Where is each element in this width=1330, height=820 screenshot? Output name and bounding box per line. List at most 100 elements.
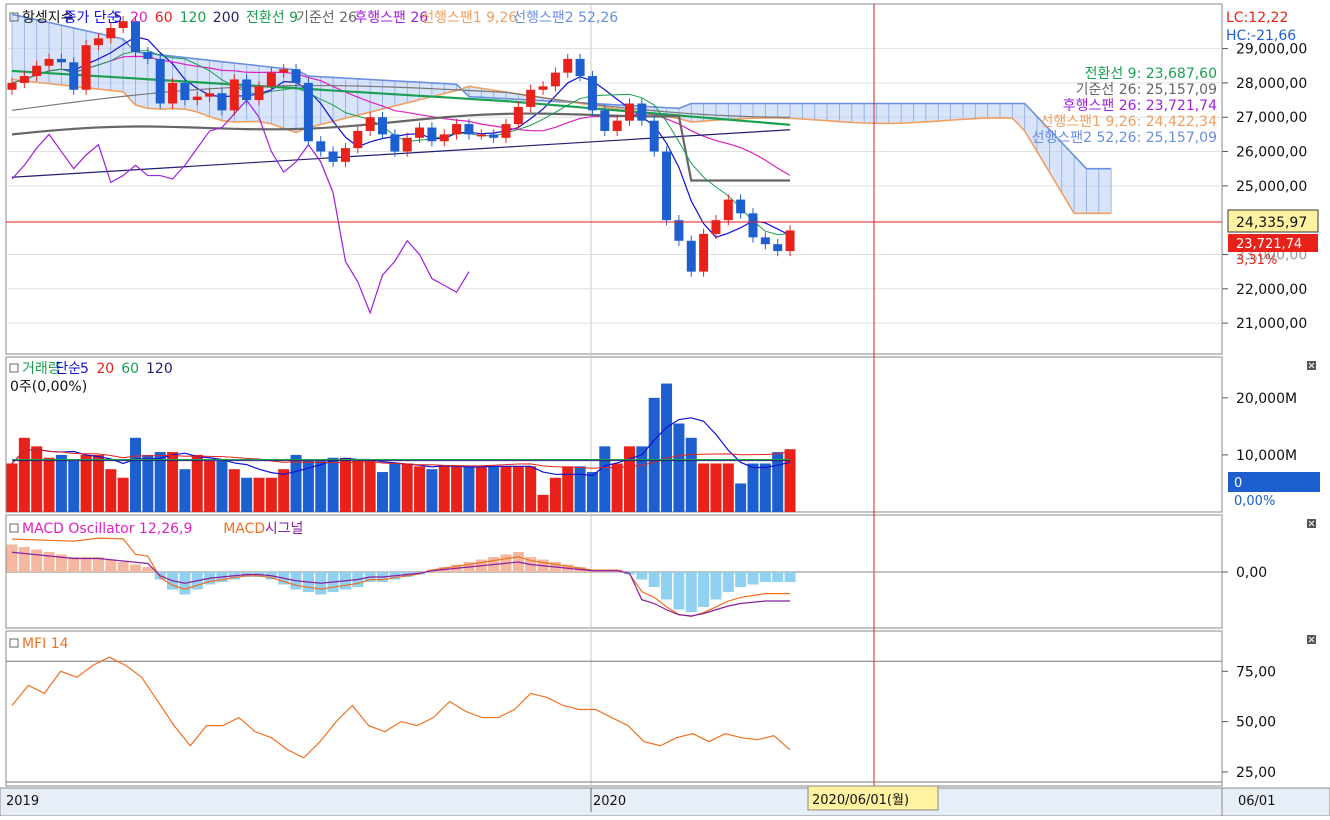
volume-bar[interactable] <box>377 472 388 512</box>
volume-bar[interactable] <box>55 454 67 512</box>
candle-body[interactable] <box>513 106 523 125</box>
candle-body[interactable] <box>328 151 338 162</box>
candle-body[interactable] <box>773 244 783 252</box>
candle-body[interactable] <box>427 127 437 142</box>
candle-body[interactable] <box>168 82 178 104</box>
volume-bar[interactable] <box>488 466 500 512</box>
candle-body[interactable] <box>7 82 17 90</box>
macd-osc-bar[interactable] <box>759 572 771 582</box>
volume-bar[interactable] <box>179 469 191 512</box>
candle-body[interactable] <box>353 130 363 149</box>
macd-osc-bar[interactable] <box>18 547 30 572</box>
volume-bar[interactable] <box>685 437 697 512</box>
candle-body[interactable] <box>452 124 462 135</box>
candle-body[interactable] <box>587 76 597 111</box>
volume-bar[interactable] <box>747 463 759 512</box>
candle-body[interactable] <box>81 45 91 90</box>
volume-bar[interactable] <box>661 383 673 512</box>
volume-bar[interactable] <box>475 466 487 512</box>
candle-body[interactable] <box>254 86 264 101</box>
candle-body[interactable] <box>501 124 511 138</box>
candle-body[interactable] <box>699 233 709 272</box>
volume-bar[interactable] <box>624 446 635 512</box>
candle-body[interactable] <box>279 69 289 73</box>
volume-bar[interactable] <box>525 466 537 512</box>
volume-bar[interactable] <box>191 454 203 512</box>
macd-osc-bar[interactable] <box>673 572 685 610</box>
volume-bar[interactable] <box>549 477 561 512</box>
volume-bar[interactable] <box>117 477 129 512</box>
volume-bar[interactable] <box>31 446 43 512</box>
volume-bar[interactable] <box>327 457 339 512</box>
macd-osc-bar[interactable] <box>772 572 784 582</box>
candle-body[interactable] <box>242 79 252 101</box>
cursor-date-box[interactable] <box>807 785 939 811</box>
volume-bar[interactable] <box>352 460 364 512</box>
volume-bar[interactable] <box>537 494 549 512</box>
candle-body[interactable] <box>760 237 770 245</box>
volume-bar[interactable] <box>673 423 685 512</box>
volume-bar[interactable] <box>636 446 648 512</box>
macd-osc-bar[interactable] <box>648 572 660 587</box>
candle-body[interactable] <box>563 58 573 73</box>
candle-body[interactable] <box>340 148 350 162</box>
macd-osc-bar[interactable] <box>117 562 129 572</box>
candle-body[interactable] <box>612 120 622 131</box>
macd-osc-bar[interactable] <box>6 544 18 573</box>
macd-osc-bar[interactable] <box>55 554 67 573</box>
volume-bar[interactable] <box>68 460 80 512</box>
volume-bar[interactable] <box>735 483 747 512</box>
volume-bar[interactable] <box>154 452 166 512</box>
candle-body[interactable] <box>662 151 672 221</box>
candle-body[interactable] <box>378 117 387 135</box>
macd-osc-bar[interactable] <box>698 572 710 607</box>
volume-bar[interactable] <box>142 454 154 512</box>
candle-body[interactable] <box>723 199 733 221</box>
candle-body[interactable] <box>390 134 400 152</box>
volume-bar[interactable] <box>315 460 327 512</box>
macd-osc-bar[interactable] <box>747 572 759 585</box>
volume-bar[interactable] <box>512 466 524 512</box>
candle-body[interactable] <box>69 62 79 90</box>
volume-bar[interactable] <box>278 469 290 512</box>
volume-bar[interactable] <box>784 449 796 512</box>
volume-bar[interactable] <box>438 466 450 512</box>
candle-body[interactable] <box>439 134 449 142</box>
volume-bar[interactable] <box>574 466 586 512</box>
volume-bar[interactable] <box>43 457 55 512</box>
candle-body[interactable] <box>229 79 239 111</box>
candle-body[interactable] <box>205 93 215 97</box>
candle-body[interactable] <box>19 76 29 83</box>
candle-body[interactable] <box>637 103 647 121</box>
macd-osc-bar[interactable] <box>784 572 796 582</box>
macd-osc-bar[interactable] <box>105 559 117 573</box>
volume-bar[interactable] <box>500 466 512 512</box>
volume-bar[interactable] <box>339 457 351 512</box>
candle-body[interactable] <box>785 230 795 252</box>
candle-body[interactable] <box>303 82 313 142</box>
candle-body[interactable] <box>143 52 153 59</box>
candle-body[interactable] <box>464 124 474 135</box>
volume-bar[interactable] <box>241 477 253 512</box>
candle-body[interactable] <box>550 72 560 87</box>
candle-body[interactable] <box>736 199 746 214</box>
candle-body[interactable] <box>476 134 486 137</box>
volume-bar[interactable] <box>389 463 401 512</box>
volume-bar[interactable] <box>265 477 277 512</box>
candle-body[interactable] <box>686 240 696 272</box>
candle-body[interactable] <box>365 117 375 131</box>
volume-bar[interactable] <box>414 466 426 512</box>
candle-body[interactable] <box>489 134 499 138</box>
macd-osc-bar[interactable] <box>68 557 80 572</box>
volume-bar[interactable] <box>290 454 302 512</box>
candle-body[interactable] <box>649 120 659 152</box>
volume-bar[interactable] <box>228 469 240 512</box>
candle-body[interactable] <box>538 86 548 90</box>
candle-body[interactable] <box>155 58 165 104</box>
volume-bar[interactable] <box>772 452 784 512</box>
volume-bar[interactable] <box>426 469 438 512</box>
volume-bar[interactable] <box>698 463 710 512</box>
volume-bar[interactable] <box>401 463 413 512</box>
macd-osc-bar[interactable] <box>685 572 697 612</box>
